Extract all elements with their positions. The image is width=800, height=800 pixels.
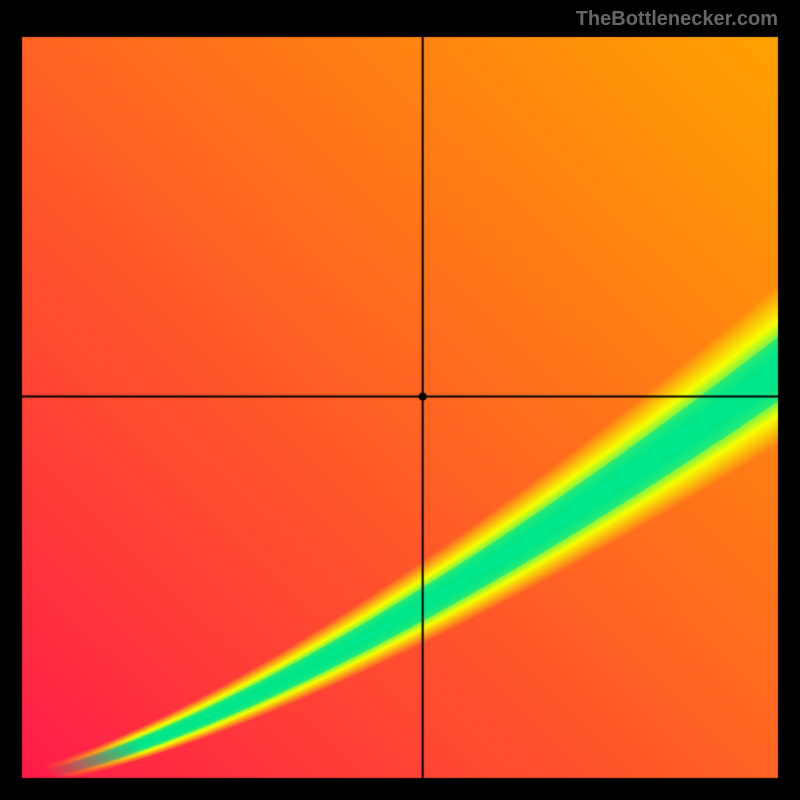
watermark-text: TheBottlenecker.com	[576, 8, 778, 31]
heatmap-canvas	[0, 0, 800, 800]
chart-container: TheBottlenecker.com	[0, 0, 800, 800]
